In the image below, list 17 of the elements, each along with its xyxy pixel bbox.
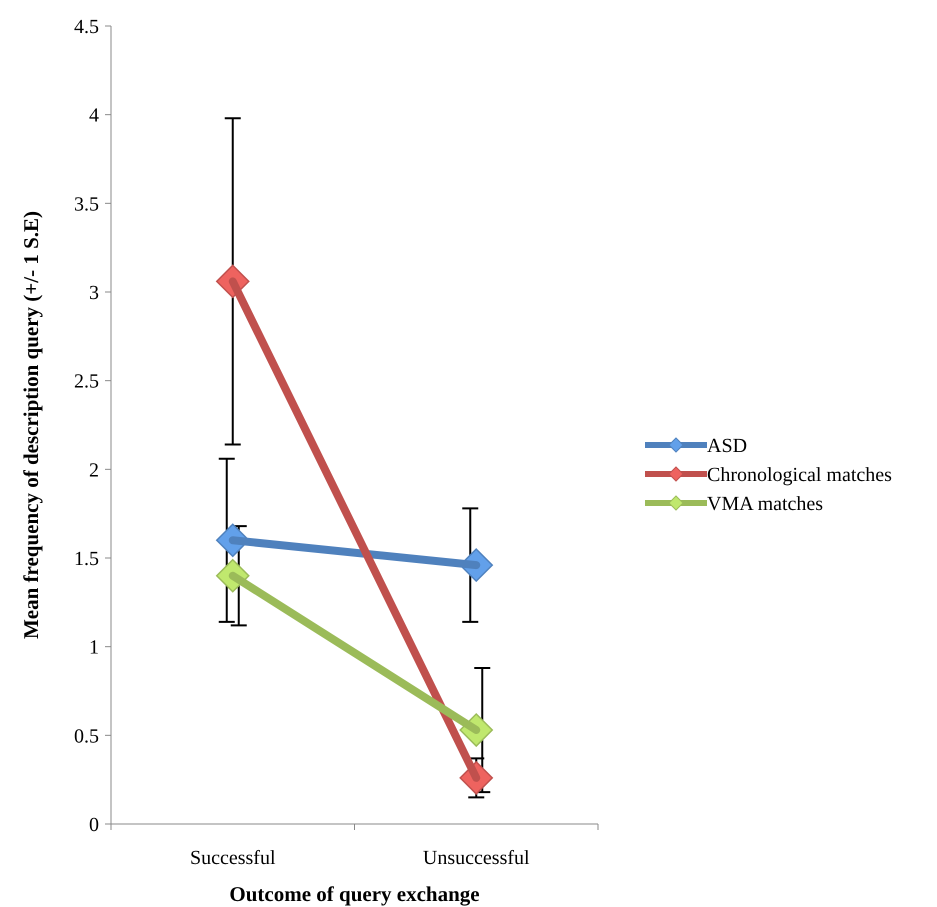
y-tick-label: 4.5 — [74, 16, 99, 38]
y-tick-label: 4 — [89, 104, 99, 127]
x-tick-label: Successful — [190, 847, 276, 869]
y-axis-title: Mean frequency of description query (+/- 1 S.E) — [19, 210, 43, 640]
y-tick-label: 3 — [89, 282, 99, 304]
legend-label: ASD — [707, 435, 748, 457]
y-tick-label: 3.5 — [74, 193, 99, 216]
legend-label: VMA matches — [707, 493, 824, 515]
y-tick-label: 0.5 — [74, 725, 99, 748]
legend-label: Chronological matches — [707, 464, 892, 486]
x-axis-title: Outcome of query exchange — [229, 882, 480, 906]
y-tick-label: 0 — [89, 814, 99, 836]
x-tick-label: Unsuccessful — [422, 847, 530, 869]
y-tick-label: 2 — [89, 459, 99, 482]
y-tick-label: 1 — [89, 636, 99, 659]
y-tick-label: 1.5 — [74, 548, 99, 570]
y-tick-label: 2.5 — [74, 370, 99, 393]
